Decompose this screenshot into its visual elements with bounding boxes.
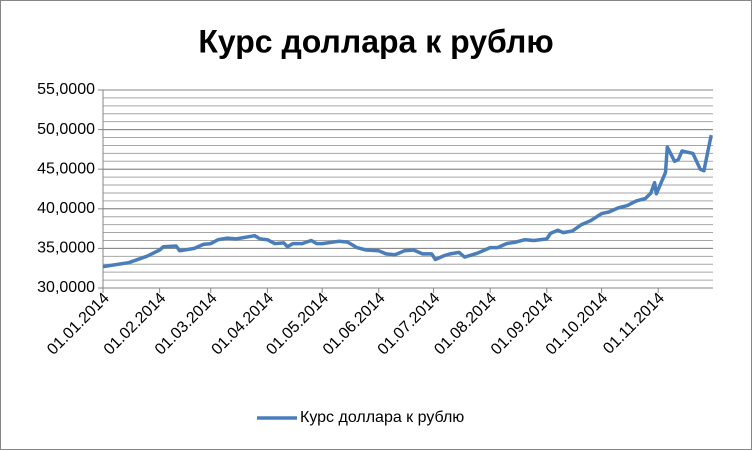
y-tick-label: 50,0000 [37,121,95,138]
y-tick-label: 55,0000 [37,81,95,98]
y-tick-label: 40,0000 [37,200,95,217]
y-tick-label: 45,0000 [37,160,95,177]
y-tick-label: 35,0000 [37,240,95,257]
line-series [102,134,713,269]
chart-title: Курс доллара к рублю [198,23,553,59]
y-tick-label: 30,0000 [37,279,95,296]
legend-label: Курс доллара к рублю [300,409,464,426]
